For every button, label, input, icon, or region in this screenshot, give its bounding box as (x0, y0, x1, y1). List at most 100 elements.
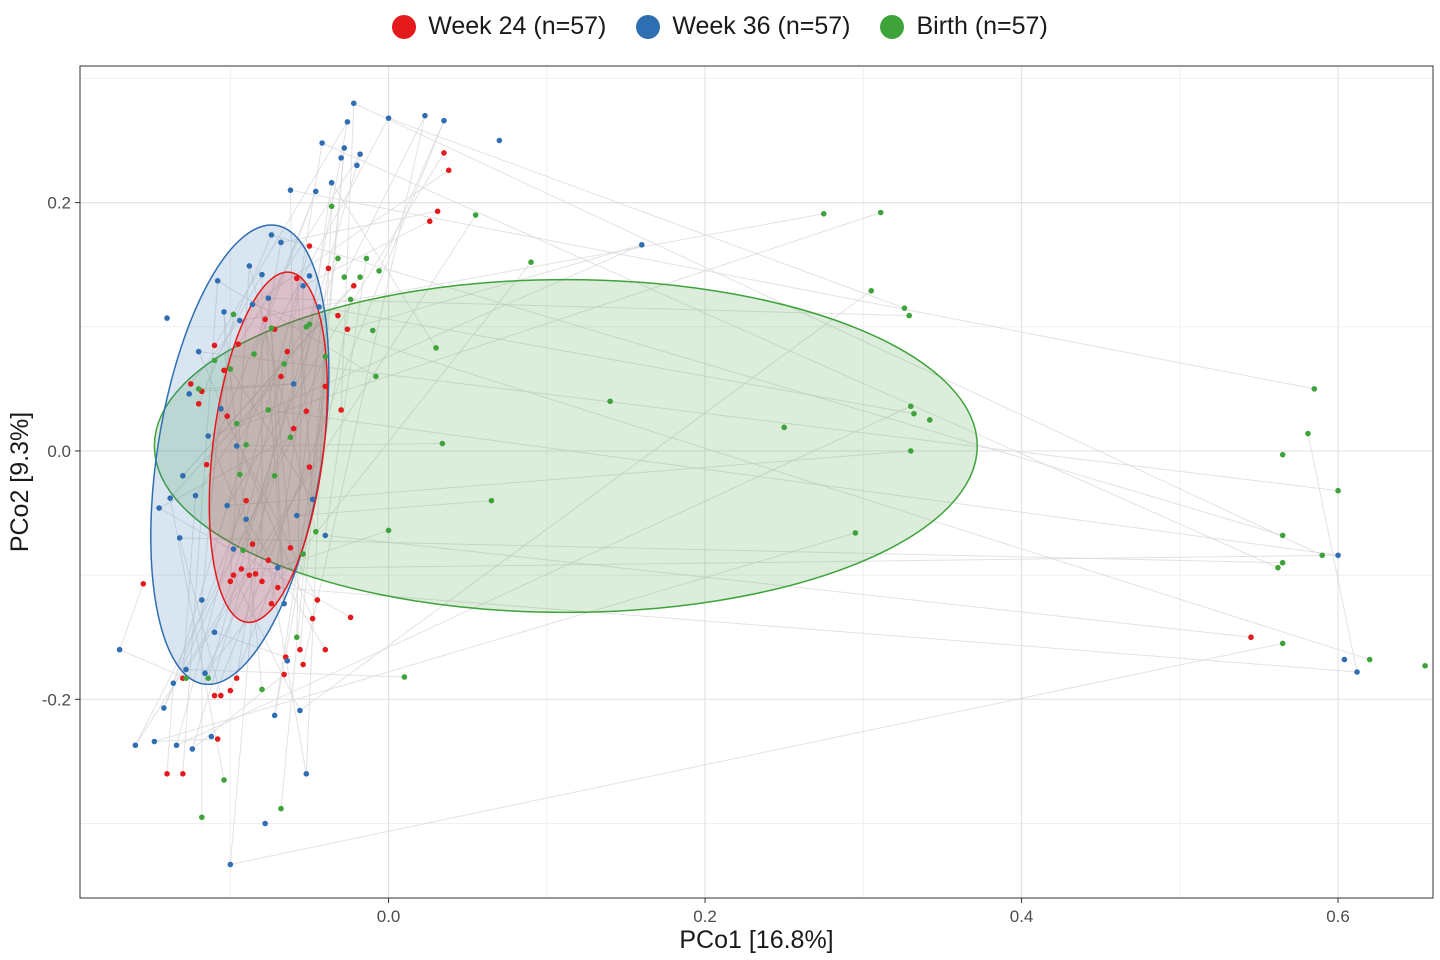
data-point-birth (363, 255, 370, 262)
data-point-week36 (132, 742, 139, 749)
trajectory-line (236, 244, 642, 425)
data-point-birth (1305, 430, 1311, 437)
data-point-birth (300, 551, 306, 557)
trajectory-line (236, 142, 323, 679)
data-points (116, 100, 1428, 868)
data-point-week36 (312, 188, 319, 195)
trajectory-line (186, 669, 405, 678)
trajectory-line (198, 234, 272, 404)
data-point-week36 (214, 278, 221, 284)
data-point-week36 (195, 348, 202, 355)
data-point-birth (341, 274, 348, 280)
trajectory-line (280, 210, 438, 243)
data-point-week36 (357, 151, 363, 157)
trajectory-line (268, 409, 1339, 556)
trajectory-line (296, 268, 329, 516)
trajectory-line (220, 314, 234, 409)
data-point-week24 (303, 408, 310, 415)
data-point-birth (271, 472, 278, 479)
trajectory-line (267, 298, 291, 548)
x-tick-label: 0.4 (1010, 907, 1034, 926)
data-point-birth (195, 386, 202, 392)
data-point-week36 (170, 680, 177, 686)
trajectory-line (340, 103, 355, 410)
data-point-birth (230, 311, 237, 318)
data-point-birth (877, 209, 884, 216)
data-point-birth (205, 675, 211, 682)
data-point-week24 (338, 407, 344, 413)
trajectory-line (229, 265, 250, 582)
trajectory-line (280, 147, 345, 809)
data-point-week36 (180, 472, 186, 479)
data-point-week36 (176, 535, 183, 541)
data-point-week36 (284, 658, 291, 664)
data-point-week36 (221, 309, 227, 315)
data-point-birth (293, 634, 300, 641)
data-point-week24 (265, 557, 272, 564)
data-point-week24 (187, 381, 194, 387)
trajectory-line (217, 280, 377, 377)
data-point-birth (607, 398, 613, 405)
data-point-week24 (246, 572, 253, 578)
trajectory-line (227, 450, 911, 507)
trajectory-line (343, 115, 426, 278)
data-point-birth (439, 440, 446, 447)
data-point-week36 (1354, 669, 1360, 675)
trajectory-line (274, 117, 390, 330)
data-point-week24 (306, 464, 313, 470)
data-point-birth (335, 255, 341, 262)
trajectory-line (154, 738, 218, 743)
trajectory-line (239, 242, 282, 475)
data-point-week24 (195, 400, 202, 407)
data-point-birth (278, 805, 284, 812)
data-point-week24 (262, 316, 268, 323)
legend-label-week36: Week 36 (n=57) (672, 12, 851, 40)
data-point-week24 (434, 208, 441, 215)
data-point-week36 (227, 861, 234, 868)
x-tick-label: 0.2 (693, 907, 717, 926)
data-point-week24 (180, 771, 186, 777)
x-axis-title: PCo1 [16.8%] (679, 926, 833, 954)
data-point-week24 (284, 348, 291, 355)
legend-swatch-birth (880, 14, 905, 39)
trajectory-line (318, 306, 339, 317)
trajectory-line (252, 303, 1370, 661)
data-point-birth (1279, 640, 1286, 647)
trajectory-line (192, 674, 285, 750)
trajectory-line (204, 261, 532, 674)
data-point-week36 (322, 532, 329, 539)
chart-legend: Week 24 (n=57) Week 36 (n=57) Birth (n=5… (0, 12, 1440, 41)
data-point-birth (1366, 656, 1373, 663)
data-point-week36 (275, 564, 281, 571)
data-point-birth (240, 547, 246, 554)
trajectory-line (296, 285, 304, 638)
data-point-birth (901, 305, 908, 311)
data-point-week36 (271, 712, 278, 719)
data-point-birth (233, 420, 240, 427)
data-point-birth (306, 321, 313, 328)
data-point-birth (312, 528, 319, 535)
data-point-week24 (164, 771, 170, 777)
data-point-week36 (161, 705, 167, 711)
data-point-birth (376, 268, 382, 274)
data-point-week36 (300, 282, 306, 289)
data-point-birth (433, 345, 439, 351)
data-point-week24 (224, 413, 230, 419)
data-point-week36 (290, 381, 297, 387)
trajectory-line (236, 351, 288, 447)
trajectory-line (277, 529, 389, 569)
data-point-week24 (140, 581, 147, 587)
data-point-birth (287, 434, 294, 441)
data-point-week36 (319, 140, 325, 146)
data-point-birth (373, 373, 379, 380)
data-point-week24 (309, 615, 316, 622)
data-point-week36 (354, 162, 360, 169)
confidence-ellipse-birth (153, 278, 979, 614)
data-point-birth (357, 274, 363, 280)
trajectory-line (166, 683, 174, 774)
data-point-week36 (350, 100, 357, 107)
data-point-week36 (638, 242, 645, 248)
trajectory-line (245, 518, 326, 650)
data-point-week24 (281, 671, 287, 678)
